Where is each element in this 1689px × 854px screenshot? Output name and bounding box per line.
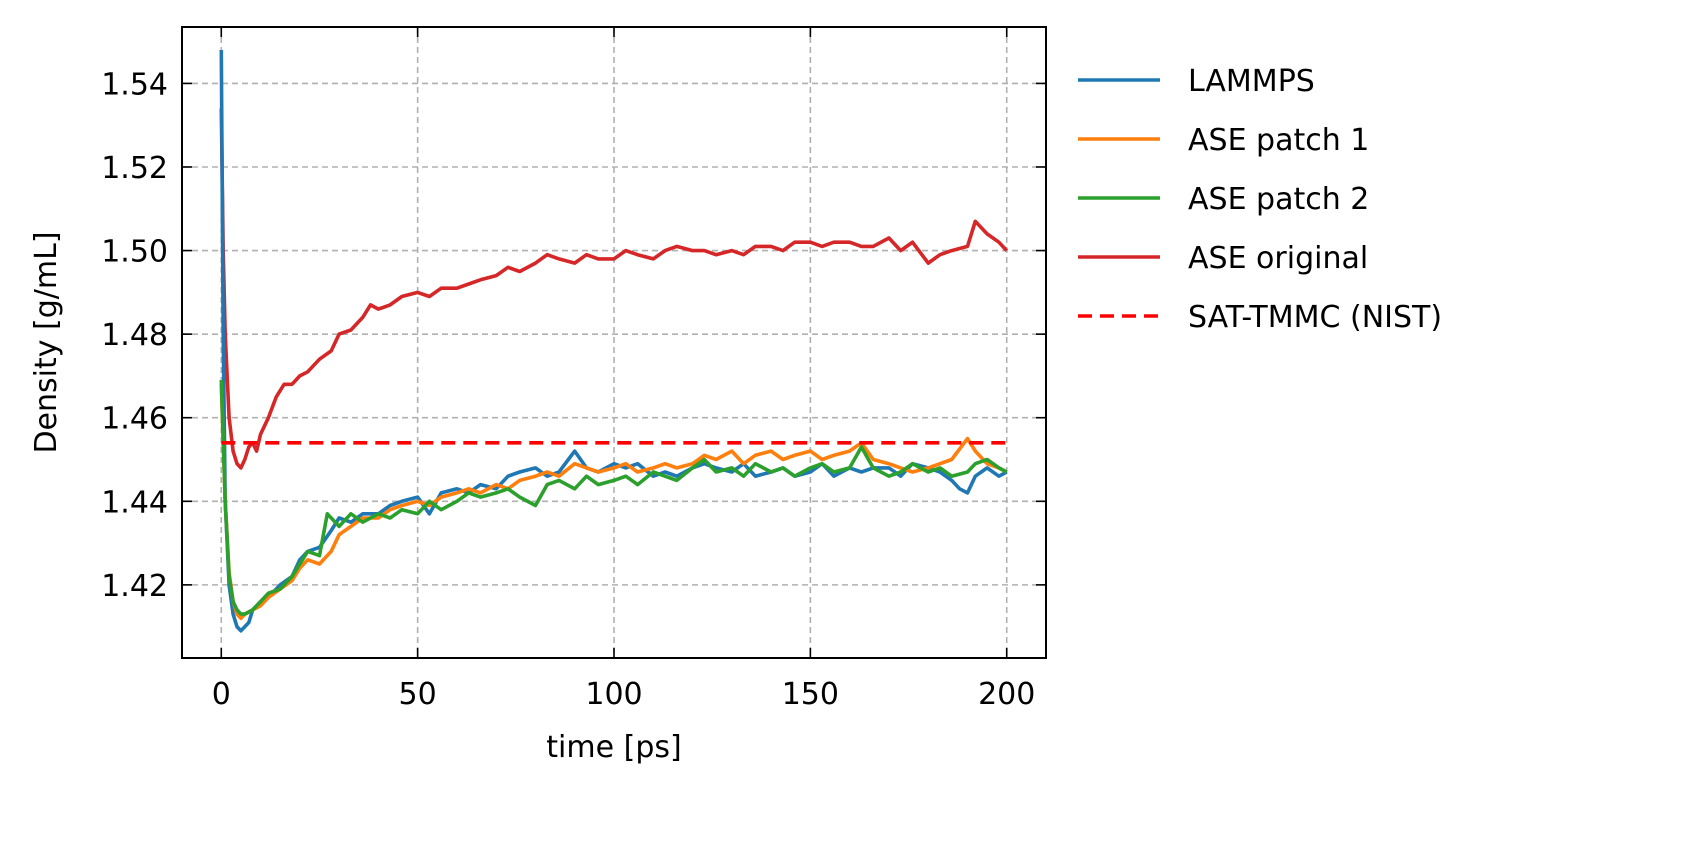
legend: LAMMPS ASE patch 1 ASE patch 2 ASE original… <box>1078 64 1442 335</box>
legend-label: ASE original <box>1188 241 1368 276</box>
x-axis-label: time [ps] <box>546 730 681 765</box>
x-tick-label: 0 <box>212 677 231 712</box>
y-tick-label: 1.48 <box>101 318 168 353</box>
series-line-ase-patch-1 <box>219 384 1008 621</box>
x-tick-label: 150 <box>782 677 839 712</box>
series-line-ase-patch-2 <box>219 380 1008 616</box>
y-tick-label: 1.52 <box>101 151 168 186</box>
y-tick-label: 1.54 <box>101 67 168 102</box>
legend-label: LAMMPS <box>1188 64 1315 99</box>
legend-label: SAT-TMMC (NIST) <box>1188 300 1442 335</box>
x-tick-label: 200 <box>978 677 1035 712</box>
y-axis-label: Density [g/mL] <box>29 231 64 453</box>
x-tick-label: 50 <box>399 677 437 712</box>
tick-layer: 0 50 100 150 200 1.42 1.44 1.46 1.48 1.50 1.52 1.54 <box>101 27 1046 712</box>
series-line-ase-original <box>219 108 1009 470</box>
x-tick-label: 100 <box>585 677 642 712</box>
y-tick-label: 1.42 <box>101 569 168 604</box>
legend-label: ASE patch 1 <box>1188 123 1369 158</box>
y-tick-label: 1.46 <box>101 402 168 437</box>
y-tick-label: 1.44 <box>101 485 168 520</box>
series-layer <box>219 49 1009 633</box>
legend-label: ASE patch 2 <box>1188 182 1369 217</box>
y-tick-label: 1.50 <box>101 235 168 270</box>
